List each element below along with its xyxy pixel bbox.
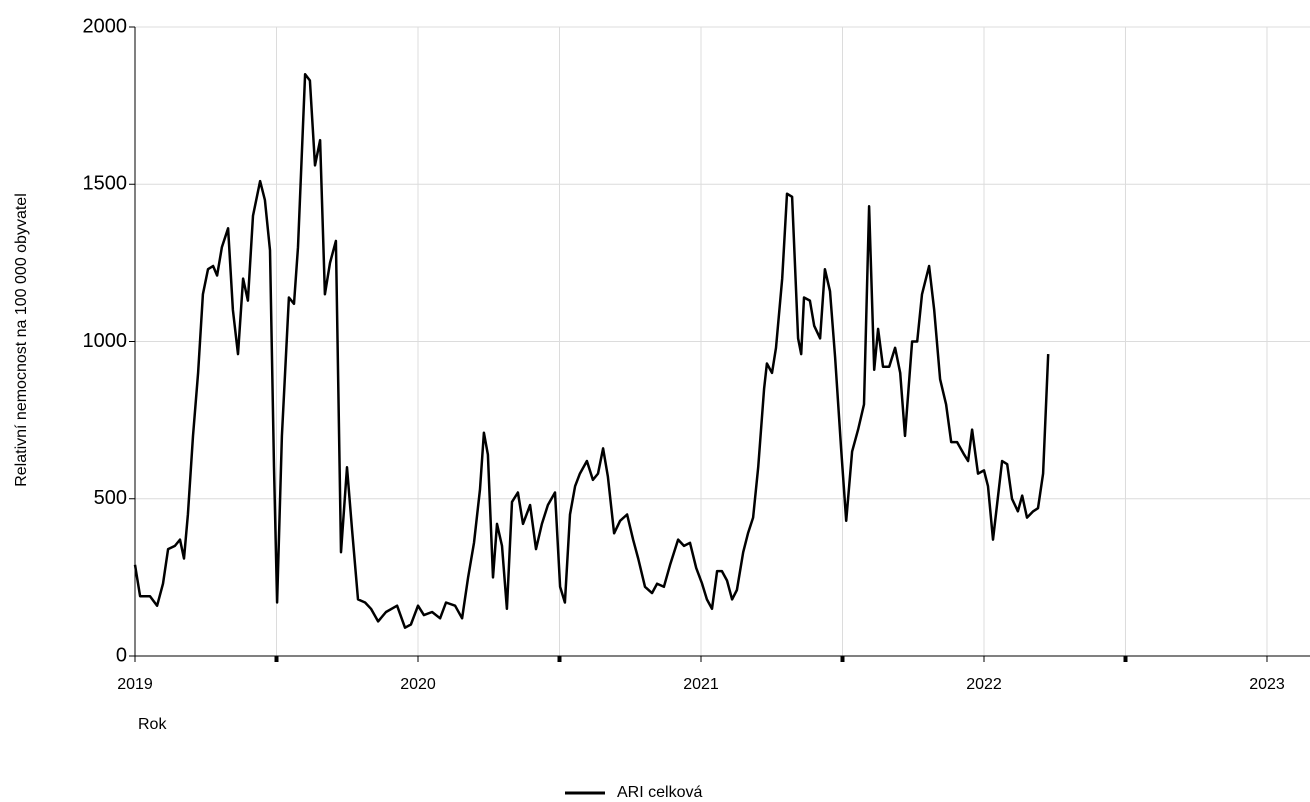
data-line [133, 72, 1050, 629]
y-tick-label: 2000 [83, 15, 128, 37]
y-tick-label: 1000 [83, 330, 128, 352]
x-tick-label: 2023 [1249, 676, 1285, 693]
y-tick-label: 0 [116, 644, 127, 666]
x-axis-label: Rok [138, 716, 167, 733]
x-tick-label: 2020 [400, 676, 436, 693]
y-tick-label: 500 [94, 487, 127, 509]
legend-label: ARI celková [617, 784, 702, 801]
x-tick-label: 2021 [683, 676, 719, 693]
y-tick-label: 1500 [83, 173, 128, 195]
y-axis-label: Relativní nemocnost na 100 000 obyvatel [13, 193, 30, 487]
x-tick-label: 2022 [966, 676, 1002, 693]
x-tick-label: 2019 [117, 676, 153, 693]
